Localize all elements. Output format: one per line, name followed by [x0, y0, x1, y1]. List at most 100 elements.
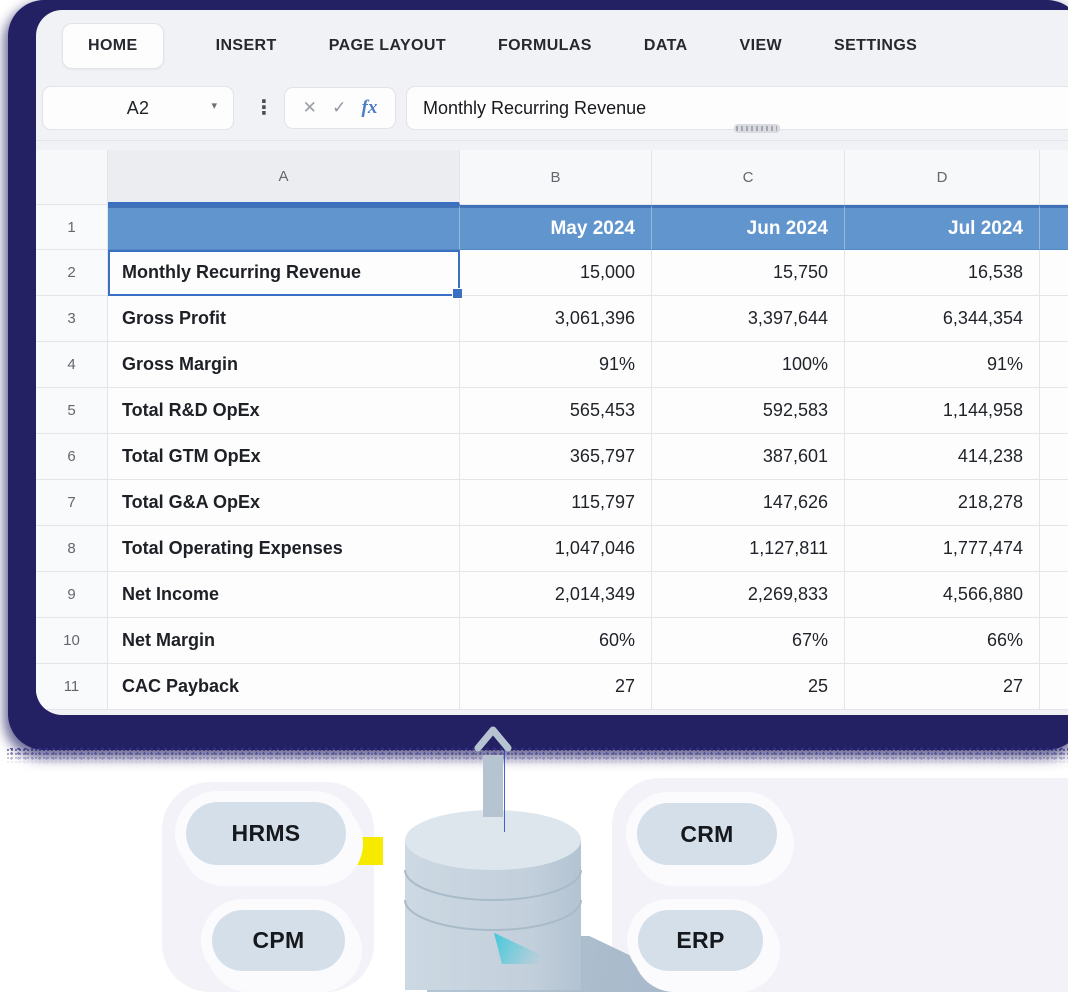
formula-bar: A2 ▾ ⋮ ✕ ✓ fx Monthly Recurring Revenue: [42, 86, 1068, 130]
cell-value[interactable]: 1,047,046: [460, 526, 652, 572]
cell-value[interactable]: 27: [845, 664, 1040, 710]
cell-value[interactable]: 565,453: [460, 388, 652, 434]
cell-label[interactable]: Total G&A OpEx: [108, 480, 460, 526]
chevron-down-icon[interactable]: ▾: [211, 100, 217, 112]
month-header-empty[interactable]: [108, 205, 460, 250]
pill-cpm[interactable]: CPM: [212, 910, 345, 971]
database-icon: [404, 810, 582, 990]
pill-erp[interactable]: ERP: [638, 910, 763, 971]
tab-insert[interactable]: INSERT: [215, 37, 277, 54]
cell-value[interactable]: 4,566,880: [845, 572, 1040, 618]
month-header-cell[interactable]: Jul 2024: [845, 205, 1040, 250]
row-number-11[interactable]: 11: [36, 664, 108, 710]
cell-value[interactable]: 387,601: [652, 434, 845, 480]
cell-empty[interactable]: [1040, 434, 1068, 480]
column-header-a[interactable]: A: [108, 150, 460, 205]
cell-value[interactable]: 218,278: [845, 480, 1040, 526]
column-header-b[interactable]: B: [460, 150, 652, 205]
cell-label[interactable]: Monthly Recurring Revenue: [108, 250, 463, 299]
cell-value[interactable]: 25: [652, 664, 845, 710]
row-number-7[interactable]: 7: [36, 480, 108, 526]
pill-crm[interactable]: CRM: [637, 803, 777, 865]
cell-value[interactable]: 27: [460, 664, 652, 710]
cell-value[interactable]: 1,144,958: [845, 388, 1040, 434]
cell-label[interactable]: Net Margin: [108, 618, 460, 664]
formula-input[interactable]: Monthly Recurring Revenue: [406, 86, 1068, 130]
cell-label[interactable]: Gross Margin: [108, 342, 460, 388]
cell-empty[interactable]: [1040, 618, 1068, 664]
tab-settings[interactable]: SETTINGS: [834, 37, 918, 54]
tab-home[interactable]: HOME: [62, 23, 164, 69]
cell-value[interactable]: 592,583: [652, 388, 845, 434]
cell-value[interactable]: 3,061,396: [460, 296, 652, 342]
function-icon[interactable]: fx: [361, 97, 378, 118]
cell-label[interactable]: Total Operating Expenses: [108, 526, 460, 572]
cell-value[interactable]: 2,269,833: [652, 572, 845, 618]
column-header-extra: [1040, 150, 1068, 205]
cell-empty[interactable]: [1040, 388, 1068, 434]
cell-value[interactable]: 147,626: [652, 480, 845, 526]
panel-shadow-noise: [6, 748, 1068, 764]
arrow-shaft-line: [504, 748, 505, 832]
row-number-8[interactable]: 8: [36, 526, 108, 572]
cell-empty[interactable]: [1040, 526, 1068, 572]
formula-actions: ✕ ✓ fx: [284, 87, 396, 129]
row-number-2[interactable]: 2: [36, 250, 108, 296]
cell-value[interactable]: 91%: [845, 342, 1040, 388]
cancel-icon[interactable]: ✕: [302, 98, 317, 117]
cell-value[interactable]: 16,538: [845, 250, 1040, 296]
month-header-cell[interactable]: Jun 2024: [652, 205, 845, 250]
tab-page-layout[interactable]: PAGE LAYOUT: [328, 37, 446, 54]
cell-value[interactable]: 1,127,811: [652, 526, 845, 572]
column-header-d[interactable]: D: [845, 150, 1040, 205]
toolbar-divider: [36, 140, 1068, 141]
cell-value[interactable]: 115,797: [460, 480, 652, 526]
cell-value[interactable]: 3,397,644: [652, 296, 845, 342]
arrow-up-icon: [474, 726, 512, 752]
select-all-corner[interactable]: [36, 150, 108, 205]
cell-value[interactable]: 15,750: [652, 250, 845, 296]
cell-value[interactable]: 67%: [652, 618, 845, 664]
cell-value[interactable]: 60%: [460, 618, 652, 664]
column-header-c[interactable]: C: [652, 150, 845, 205]
cell-value[interactable]: 2,014,349: [460, 572, 652, 618]
cell-label[interactable]: Total R&D OpEx: [108, 388, 460, 434]
cell-value[interactable]: 66%: [845, 618, 1040, 664]
cell-value[interactable]: 15,000: [460, 250, 652, 296]
cell-label[interactable]: CAC Payback: [108, 664, 460, 710]
cell-label[interactable]: Net Income: [108, 572, 460, 618]
kebab-menu-icon[interactable]: ⋮: [254, 97, 274, 119]
confirm-icon[interactable]: ✓: [332, 98, 347, 117]
row-number-1[interactable]: 1: [36, 205, 108, 250]
cell-empty[interactable]: [1040, 250, 1068, 296]
month-header-extra: [1040, 205, 1068, 250]
cell-value[interactable]: 365,797: [460, 434, 652, 480]
tab-formulas[interactable]: FORMULAS: [498, 37, 592, 54]
cell-empty[interactable]: [1040, 342, 1068, 388]
row-number-5[interactable]: 5: [36, 388, 108, 434]
cell-value[interactable]: 414,238: [845, 434, 1040, 480]
cell-value[interactable]: 1,777,474: [845, 526, 1040, 572]
cell-empty[interactable]: [1040, 480, 1068, 526]
formula-bar-resize-handle[interactable]: [734, 124, 780, 133]
cell-reference: A2: [126, 97, 150, 118]
cell-value[interactable]: 6,344,354: [845, 296, 1040, 342]
cell-empty[interactable]: [1040, 296, 1068, 342]
cell-name-box[interactable]: A2 ▾: [42, 86, 234, 130]
tab-view[interactable]: VIEW: [739, 37, 783, 54]
cell-value[interactable]: 91%: [460, 342, 652, 388]
row-number-3[interactable]: 3: [36, 296, 108, 342]
cell-empty[interactable]: [1040, 572, 1068, 618]
month-header-cell[interactable]: May 2024: [460, 205, 652, 250]
row-number-4[interactable]: 4: [36, 342, 108, 388]
tab-data[interactable]: DATA: [643, 37, 688, 54]
cell-value[interactable]: 100%: [652, 342, 845, 388]
arrow-shaft: [483, 755, 503, 817]
cell-label[interactable]: Total GTM OpEx: [108, 434, 460, 480]
row-number-9[interactable]: 9: [36, 572, 108, 618]
row-number-6[interactable]: 6: [36, 434, 108, 480]
cell-label[interactable]: Gross Profit: [108, 296, 460, 342]
pill-hrms[interactable]: HRMS: [186, 802, 346, 865]
cell-empty[interactable]: [1040, 664, 1068, 710]
row-number-10[interactable]: 10: [36, 618, 108, 664]
